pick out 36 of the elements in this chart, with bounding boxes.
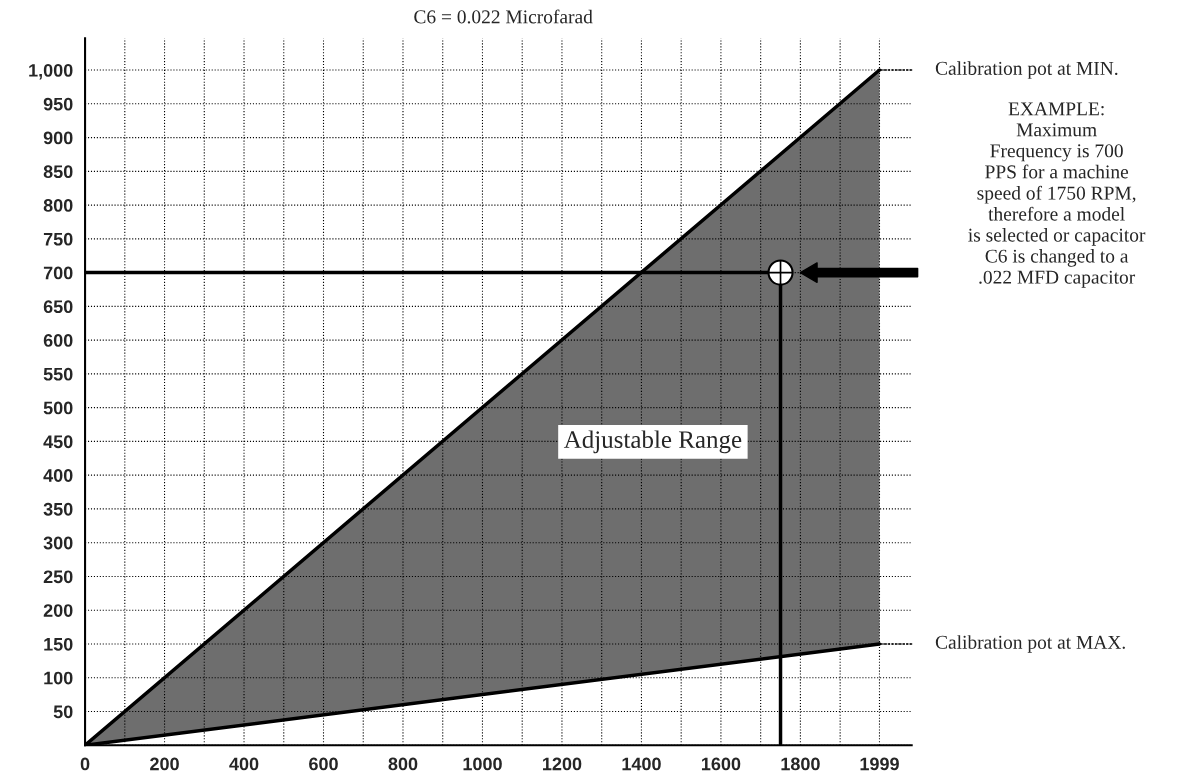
annotation: Calibration pot at MAX. <box>935 635 1125 653</box>
x-tick-label: 1200 <box>543 757 582 771</box>
y-tick-label: 50 <box>53 705 73 719</box>
y-tick-label: 200 <box>43 604 73 617</box>
y-tick-label: 600 <box>43 334 73 347</box>
x-tick-label: 200 <box>150 757 179 771</box>
y-tick-label: 400 <box>43 469 73 482</box>
y-tick-label: 500 <box>43 401 73 415</box>
x-tick-label: 1400 <box>622 757 661 771</box>
y-tick-label: 850 <box>43 165 73 179</box>
x-tick-label: 1800 <box>781 757 820 771</box>
x-tick-label: 400 <box>229 757 259 771</box>
y-tick-label: 300 <box>43 536 73 550</box>
chart-title: C6 = 0.022 Microfarad <box>414 9 593 24</box>
y-tick-label: 250 <box>43 570 73 584</box>
x-tick-label: 800 <box>388 757 418 771</box>
annotation: Adjustable Range <box>563 430 742 454</box>
x-tick-label: 600 <box>309 757 338 771</box>
y-tick-label: 450 <box>43 435 73 449</box>
text: EXAMPLE: Maximum Frequency is 700 PPS for a machine speed of 1750 RPM, therefore a model is selected or capacitor C6 is changed to a .022 MFD capacitor <box>968 102 1146 288</box>
y-tick-label: 700 <box>43 266 73 280</box>
y-tick-label: 550 <box>43 367 73 381</box>
x-tick-label: 1600 <box>701 757 741 771</box>
y-tick-label: 950 <box>43 97 73 111</box>
x-tick-label: 0 <box>80 757 90 771</box>
x-tick-label: 1999 <box>860 757 899 771</box>
y-tick-label: 100 <box>44 671 73 685</box>
y-tick-label: 800 <box>43 199 73 212</box>
annotation: Calibration pot at MIN. <box>935 61 1118 79</box>
y-tick-label: 750 <box>43 232 73 246</box>
y-tick-label: 150 <box>44 637 73 651</box>
y-tick-label: 350 <box>43 502 73 516</box>
y-tick-label: 650 <box>43 300 73 314</box>
x-tick-label: 1000 <box>463 757 502 771</box>
y-tick-label: 900 <box>43 131 73 145</box>
y-tick-label: 1,000 <box>29 63 73 80</box>
